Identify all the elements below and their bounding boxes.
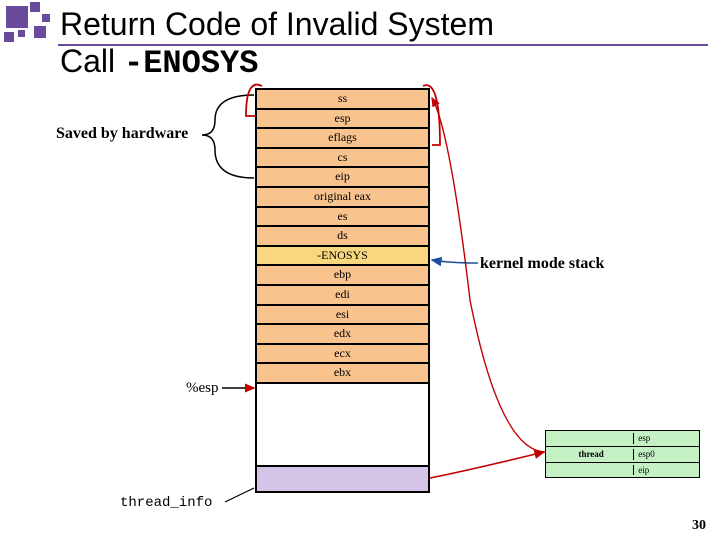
corner-decoration xyxy=(0,0,60,50)
task-struct-cell-left xyxy=(549,433,634,444)
stack-row: esp xyxy=(257,110,428,130)
title-enosys: -ENOSYS xyxy=(124,45,258,82)
stack-row: ds xyxy=(257,227,428,247)
stack-row: ss xyxy=(257,90,428,110)
stack-row: eflags xyxy=(257,129,428,149)
stack-gap xyxy=(255,384,430,465)
task-struct-table: espthreadesp0eip xyxy=(545,430,700,478)
arrow-thread-to-task xyxy=(430,452,544,478)
arrow-kernel xyxy=(432,260,478,263)
task-struct-row: threadesp0 xyxy=(546,447,699,463)
line-threadinfo xyxy=(225,488,254,502)
stack-row: eip xyxy=(257,168,428,188)
stack-row: ebx xyxy=(257,364,428,384)
label-esp: %esp xyxy=(186,380,219,397)
page-title: Return Code of Invalid System Call -ENOS… xyxy=(60,6,494,83)
stack-row: ecx xyxy=(257,345,428,365)
label-thread-info: thread_info xyxy=(120,495,212,511)
task-struct-cell-left: thread xyxy=(549,449,634,460)
task-struct-cell-left xyxy=(549,465,634,476)
page-number: 30 xyxy=(692,518,706,534)
title-line2a: Call xyxy=(60,43,124,79)
stack-row: edi xyxy=(257,286,428,306)
stack-row: -ENOSYS xyxy=(257,247,428,267)
stack-table: ssespeflagscseiporiginal eaxesds-ENOSYSe… xyxy=(255,88,430,384)
stack-row: ebp xyxy=(257,266,428,286)
task-struct-cell-right: esp0 xyxy=(634,449,696,460)
task-struct-row: esp xyxy=(546,431,699,447)
stack-row: original eax xyxy=(257,188,428,208)
label-kernel-mode-stack: kernel mode stack xyxy=(480,255,604,273)
brace-saved xyxy=(202,95,254,178)
arrow-esp0-top xyxy=(432,98,546,452)
stack-row: es xyxy=(257,208,428,228)
task-struct-cell-right: esp xyxy=(634,433,696,444)
task-struct-cell-right: eip xyxy=(634,465,696,476)
stack-row: cs xyxy=(257,149,428,169)
stack-row: esi xyxy=(257,306,428,326)
thread-info-block xyxy=(255,465,430,493)
title-line1: Return Code of Invalid System xyxy=(60,6,494,42)
label-saved-by-hardware: Saved by hardware xyxy=(56,125,188,143)
task-struct-row: eip xyxy=(546,463,699,478)
stack-row: edx xyxy=(257,325,428,345)
